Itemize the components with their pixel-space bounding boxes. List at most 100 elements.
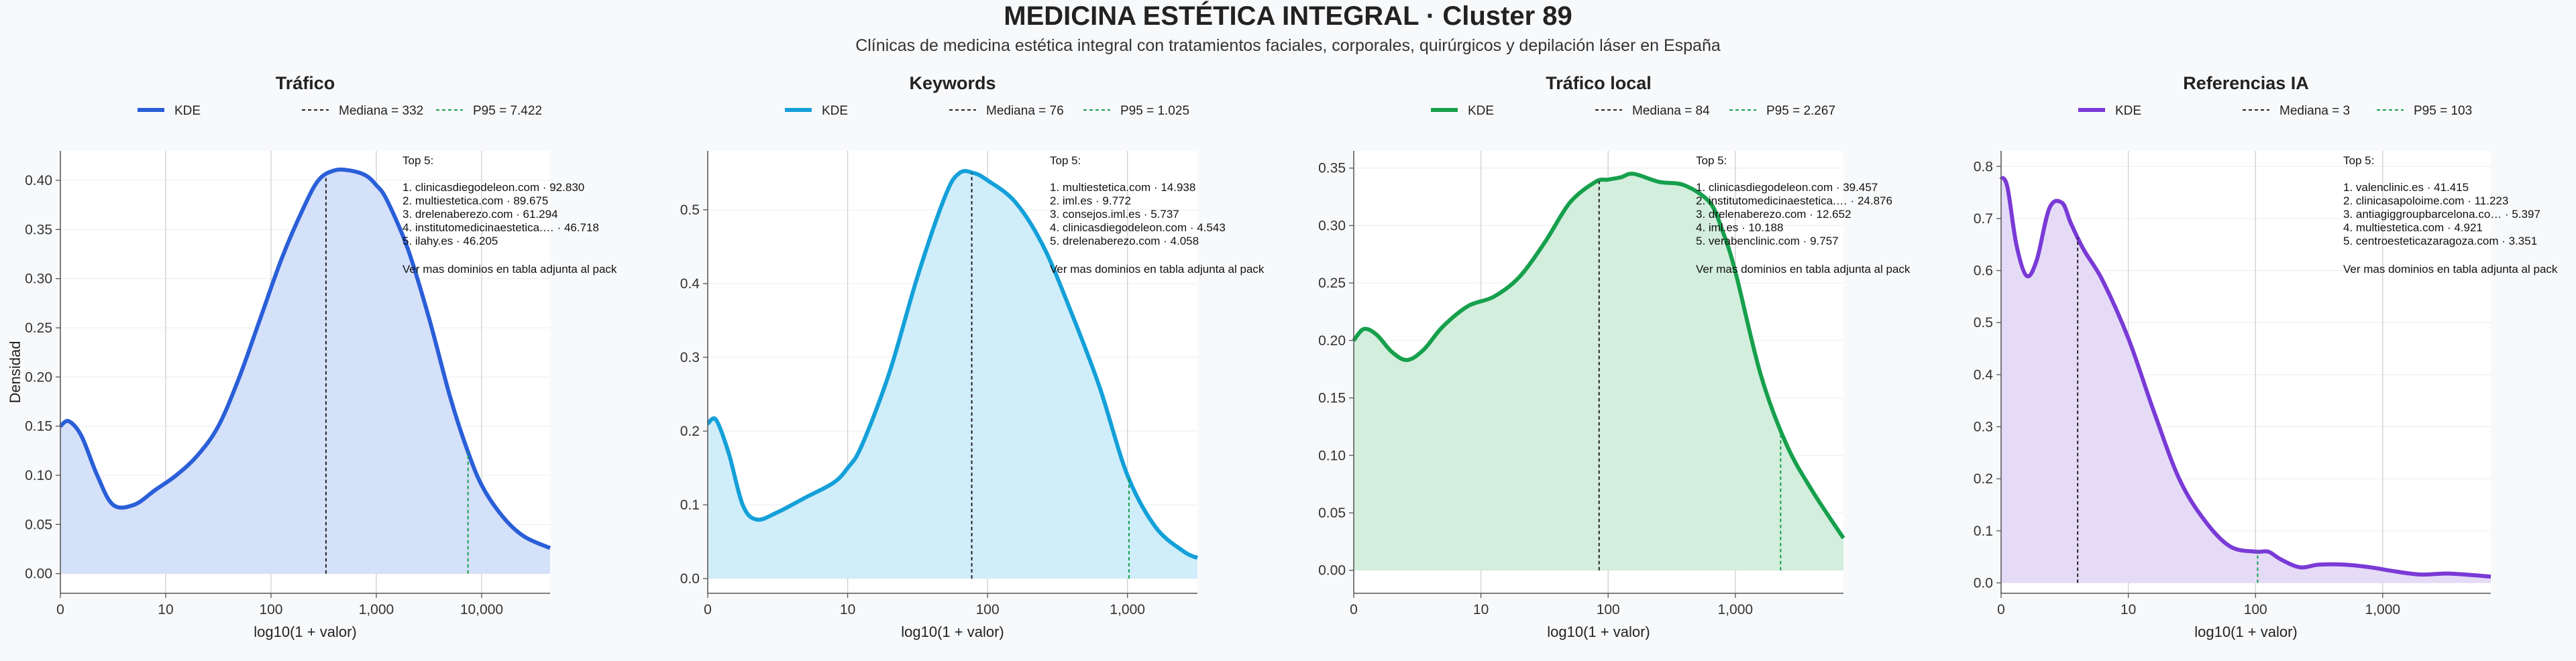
panel-title: Tráfico local	[1546, 73, 1652, 93]
y-tick-label: 0.00	[25, 566, 52, 582]
x-tick-label: 1,000	[2365, 602, 2401, 617]
y-tick-label: 0.1	[1974, 524, 1993, 539]
legend-median-label: Mediana = 84	[1632, 104, 1710, 118]
top5-item: 2. institutomedicinaestetica.… · 24.876	[1696, 194, 1892, 207]
y-tick-label: 0.1	[680, 497, 700, 513]
legend-kde-label: KDE	[174, 104, 201, 118]
y-tick-label: 0.25	[25, 320, 52, 336]
x-tick-label: 1,000	[359, 602, 394, 617]
y-tick-label: 0.25	[1318, 276, 1346, 291]
top5-heading: Top 5:	[402, 154, 433, 167]
top5-item: 1. multiestetica.com · 14.938	[1050, 181, 1195, 194]
panel-title: Keywords	[909, 73, 996, 93]
top5-item: 3. consejos.iml.es · 5.737	[1050, 208, 1179, 221]
x-tick-label: 0	[1350, 602, 1358, 617]
top5-footnote: Ver mas dominios en tabla adjunta al pac…	[2343, 263, 2558, 276]
legend-kde-label: KDE	[1468, 104, 1494, 118]
legend-p95-label: P95 = 103	[2414, 104, 2472, 118]
x-tick-label: 1,000	[1718, 602, 1754, 617]
top5-item: 1. clinicasdiegodeleon.com · 92.830	[402, 181, 584, 194]
kde-area	[2001, 176, 2491, 583]
y-tick-label: 0.40	[25, 173, 52, 188]
y-tick-label: 0.15	[1318, 391, 1346, 406]
x-tick-label: 0	[1997, 602, 2005, 617]
kde-line	[1999, 175, 2491, 579]
top5-item: 5. ilahy.es · 46.205	[402, 235, 498, 247]
y-tick-label: 0.10	[1318, 448, 1346, 463]
top5-item: 5. drelenaberezo.com · 4.058	[1050, 235, 1199, 247]
legend-median-label: Mediana = 3	[2279, 104, 2350, 118]
top5-footnote: Ver mas dominios en tabla adjunta al pac…	[1696, 263, 1911, 276]
kde-line	[706, 169, 1199, 560]
top5-item: 1. clinicasdiegodeleon.com · 39.457	[1696, 181, 1878, 194]
y-tick-label: 0.35	[25, 222, 52, 237]
legend-p95-label: P95 = 7.422	[473, 104, 542, 118]
top5-footnote: Ver mas dominios en tabla adjunta al pac…	[402, 263, 617, 276]
y-tick-label: 0.05	[1318, 505, 1346, 521]
chart-panel-trafico-local: Tráfico local KDE Mediana = 84 P95 = 2.267 0…	[1318, 73, 1911, 640]
y-tick-label: 0.35	[1318, 161, 1346, 176]
legend-p95-label: P95 = 2.267	[1766, 104, 1835, 118]
panel-title: Referencias IA	[2183, 73, 2309, 93]
kde-line	[1352, 172, 1845, 540]
y-tick-label: 0.5	[1974, 315, 1993, 330]
top5-item: 3. drelenaberezo.com · 61.294	[402, 208, 558, 221]
x-tick-label: 100	[2244, 602, 2267, 617]
y-tick-label: 0.4	[1974, 367, 1994, 383]
top5-item: 4. clinicasdiegodeleon.com · 4.543	[1050, 221, 1226, 234]
x-tick-label: 10,000	[460, 602, 503, 617]
top5-heading: Top 5:	[1050, 154, 1081, 167]
y-tick-label: 0.2	[680, 424, 700, 439]
x-tick-label: 0	[56, 602, 64, 617]
legend-median-label: Mediana = 76	[986, 104, 1064, 118]
top5-heading: Top 5:	[1696, 154, 1727, 167]
figure-title: MEDICINA ESTÉTICA INTEGRAL · Cluster 89	[1004, 1, 1572, 31]
y-tick-label: 0.30	[1318, 218, 1346, 233]
kde-line	[59, 167, 551, 550]
y-tick-label: 0.3	[1974, 420, 1993, 435]
y-tick-label: 0.30	[25, 272, 52, 287]
y-tick-label: 0.15	[25, 419, 52, 434]
x-tick-label: 10	[840, 602, 855, 617]
top5-item: 1. valenclinic.es · 41.415	[2343, 181, 2469, 194]
y-tick-label: 0.20	[25, 369, 52, 385]
y-tick-label: 0.0	[680, 571, 700, 587]
top5-item: 2. clinicasapoloime.com · 11.223	[2343, 194, 2508, 207]
top5-item: 4. multiestetica.com · 4.921	[2343, 221, 2483, 234]
top5-heading: Top 5:	[2343, 154, 2374, 167]
y-tick-label: 0.8	[1974, 159, 1993, 174]
x-axis-label: log10(1 + valor)	[901, 623, 1004, 640]
y-tick-label: 0.0	[1974, 575, 1993, 591]
x-tick-label: 10	[158, 602, 173, 617]
x-axis-label: log10(1 + valor)	[1547, 623, 1650, 640]
y-tick-label: 0.05	[25, 517, 52, 532]
top5-item: 3. antiagiggroupbarcelona.co… · 5.397	[2343, 208, 2540, 221]
y-tick-label: 0.3	[680, 350, 700, 365]
top5-item: 4. iml.es · 10.188	[1696, 221, 1783, 234]
x-tick-label: 100	[976, 602, 1000, 617]
x-axis-label: log10(1 + valor)	[2194, 623, 2297, 640]
y-tick-label: 0.20	[1318, 333, 1346, 349]
y-tick-label: 0.6	[1974, 263, 1993, 279]
legend-p95-label: P95 = 1.025	[1120, 104, 1189, 118]
kde-area	[1354, 174, 1843, 570]
y-tick-label: 0.00	[1318, 563, 1346, 579]
legend-kde-label: KDE	[822, 104, 848, 118]
y-tick-label: 0.2	[1974, 471, 1993, 487]
top5-item: 5. verabenclinic.com · 9.757	[1696, 235, 1839, 247]
y-axis-label: Densidad	[7, 341, 23, 404]
y-tick-label: 0.7	[1974, 211, 1993, 227]
y-tick-label: 0.5	[680, 202, 700, 218]
kde-area	[60, 169, 550, 574]
x-tick-label: 10	[1473, 602, 1489, 617]
figure-subtitle: Clínicas de medicina estética integral c…	[855, 36, 1721, 55]
panel-title: Tráfico	[276, 73, 335, 93]
x-tick-label: 100	[1597, 602, 1620, 617]
top5-item: 5. centroesteticazaragoza.com · 3.351	[2343, 235, 2537, 247]
x-axis-label: log10(1 + valor)	[254, 623, 356, 640]
legend-kde-label: KDE	[2115, 104, 2141, 118]
chart-panel-trafico: Tráfico KDE Mediana = 332 P95 = 7.422 0.00 0.…	[7, 73, 617, 640]
top5-footnote: Ver mas dominios en tabla adjunta al pac…	[1050, 263, 1265, 276]
top5-item: 4. institutomedicinaestetica.… · 46.718	[402, 221, 599, 234]
